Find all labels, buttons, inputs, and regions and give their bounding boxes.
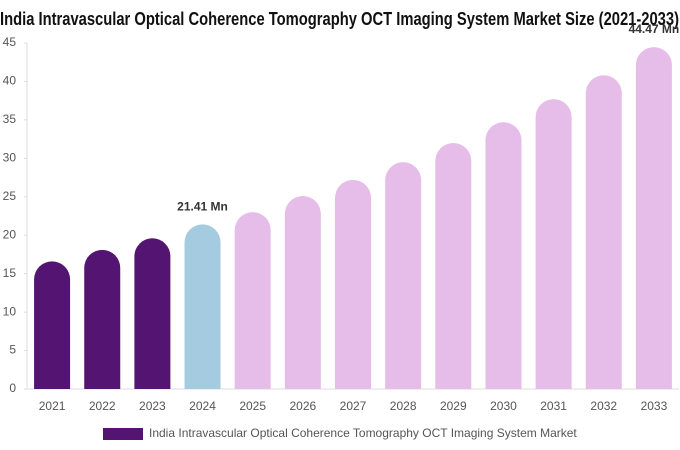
y-tick-label: 25 — [3, 189, 17, 203]
y-tick-label: 15 — [3, 266, 17, 280]
bar — [284, 196, 321, 389]
chart-title: India Intravascular Optical Coherence To… — [0, 9, 679, 29]
y-tick-label: 10 — [3, 304, 17, 318]
bar — [84, 249, 121, 389]
value-label: 21.41 Mn — [177, 200, 228, 214]
legend-swatch — [103, 428, 143, 440]
bar — [585, 75, 622, 389]
value-label: 44.47 Mn — [629, 22, 680, 36]
x-tick-label: 2028 — [390, 399, 417, 413]
bar — [485, 122, 522, 389]
bar — [335, 179, 371, 389]
y-tick-label: 40 — [3, 74, 17, 88]
bar — [635, 47, 672, 390]
y-tick-label: 0 — [9, 381, 16, 395]
x-tick-label: 2032 — [590, 399, 617, 413]
y-tick-label: 35 — [3, 112, 17, 126]
bar — [385, 162, 422, 389]
bar — [184, 224, 221, 389]
legend-label: India Intravascular Optical Coherence To… — [149, 426, 577, 440]
bar — [234, 212, 271, 389]
x-tick-label: 2024 — [189, 399, 216, 413]
x-tick-label: 2021 — [39, 399, 66, 413]
x-tick-label: 2023 — [139, 399, 166, 413]
x-tick-label: 2033 — [641, 399, 668, 413]
x-tick-label: 2026 — [289, 399, 316, 413]
x-tick-label: 2025 — [239, 399, 266, 413]
x-tick-label: 2029 — [440, 399, 467, 413]
x-tick-label: 2030 — [490, 399, 517, 413]
bar — [435, 142, 472, 389]
y-tick-label: 45 — [3, 35, 17, 49]
bar — [134, 238, 171, 389]
x-tick-label: 2031 — [540, 399, 567, 413]
y-tick-label: 30 — [3, 151, 17, 165]
x-tick-label: 2022 — [89, 399, 116, 413]
y-tick-label: 5 — [9, 343, 16, 357]
x-tick-label: 2027 — [340, 399, 367, 413]
bar — [535, 99, 572, 389]
bar — [34, 261, 71, 389]
y-tick-label: 20 — [3, 227, 17, 241]
